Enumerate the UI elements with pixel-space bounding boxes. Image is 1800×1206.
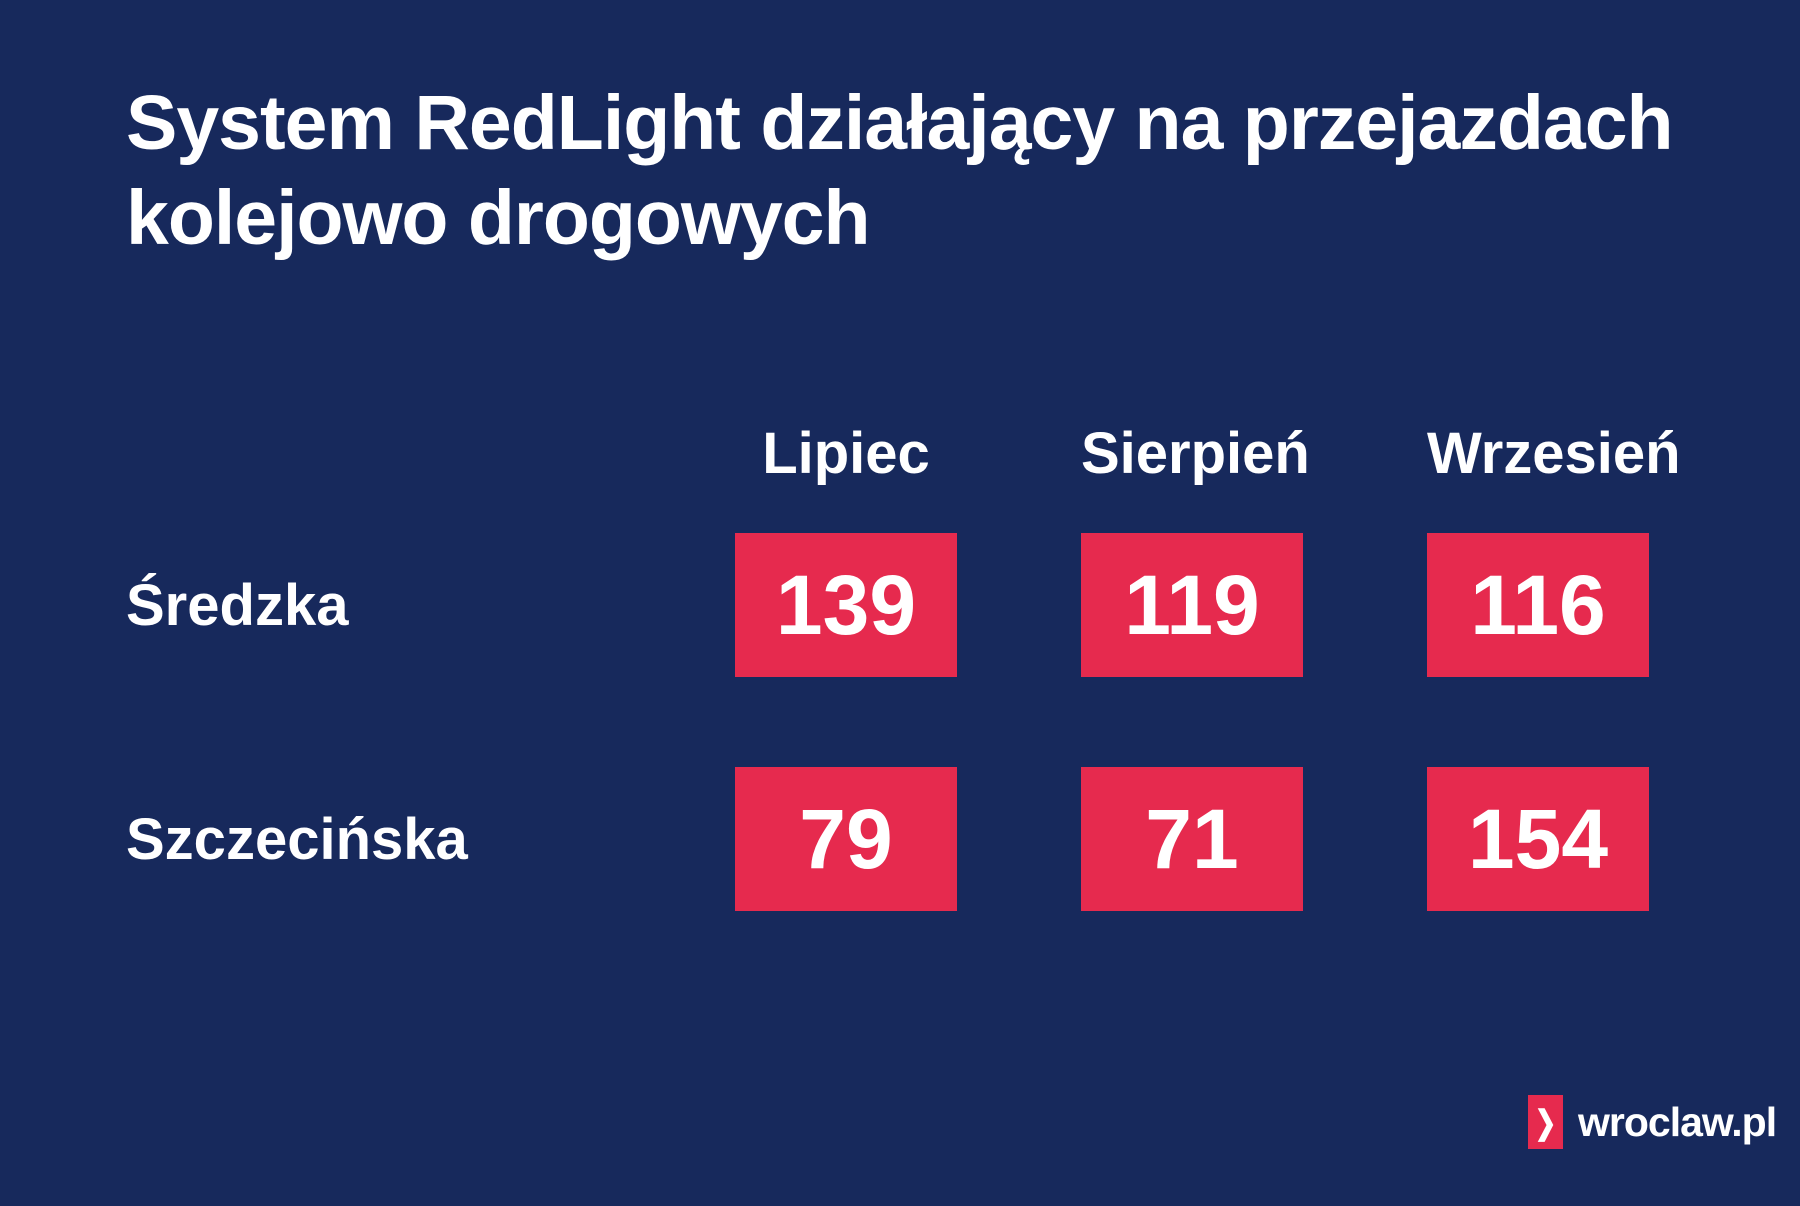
value-cell-szczecinska-sierpien: 71 [1081,767,1303,911]
data-table: Lipiec Sierpień Wrzesień Średzka 139 119… [126,368,1681,911]
wroclaw-logo-text: wroclaw.pl [1578,1098,1777,1145]
value-cell-sredzka-wrzesien: 116 [1427,533,1649,677]
page-title: System RedLight działający na przejazdac… [126,80,1674,261]
column-header-wrzesien: Wrzesień [1427,421,1681,487]
value-cell-sredzka-sierpien: 119 [1081,533,1303,677]
value-cell-szczecinska-lipiec: 79 [735,767,957,911]
row-label-sredzka: Średzka [126,572,349,638]
value-cell-szczecinska-wrzesien: 154 [1427,767,1649,911]
row-label-szczecinska: Szczecińska [126,806,468,872]
wroclaw-logo-mark: ❯ [1528,1095,1563,1149]
chevron-right-icon: ❯ [1534,1103,1557,1141]
column-header-lipiec: Lipiec [762,421,930,487]
column-header-sierpien: Sierpień [1081,421,1310,487]
value-cell-sredzka-lipiec: 139 [735,533,957,677]
wroclaw-logo: ❯ wroclaw.pl [1528,1095,1777,1149]
